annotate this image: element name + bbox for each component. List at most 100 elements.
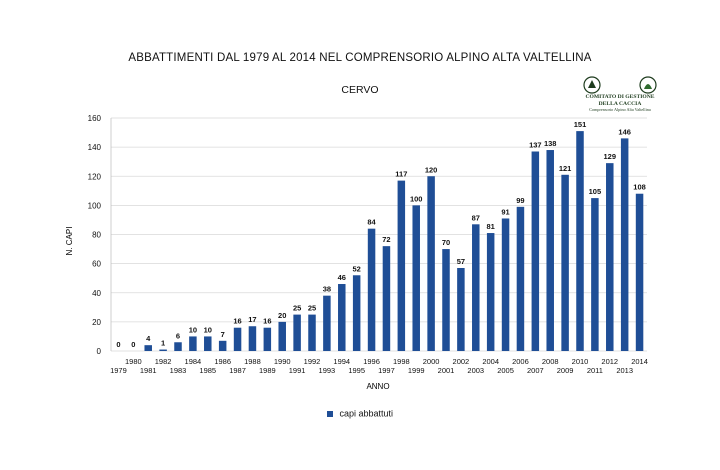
bar	[531, 151, 540, 351]
data-label: 151	[574, 120, 587, 129]
data-label: 121	[559, 164, 572, 173]
data-label: 129	[604, 152, 617, 161]
x-tick-label: 1996	[363, 357, 380, 366]
bar	[546, 150, 554, 351]
data-label: 117	[395, 170, 407, 179]
bar	[486, 233, 495, 351]
y-axis-label: N. CAPI	[65, 227, 74, 256]
bar	[427, 176, 435, 351]
bar	[472, 224, 480, 351]
data-label: 17	[248, 315, 256, 324]
data-label: 72	[382, 235, 390, 244]
y-tick-label: 20	[92, 318, 101, 327]
bar	[323, 295, 331, 351]
legend-swatch	[326, 410, 333, 417]
y-tick-label: 140	[88, 143, 102, 152]
legend-label: capi abbattuti	[339, 408, 394, 419]
x-tick-label: 2013	[616, 366, 633, 375]
x-tick-label: 2002	[453, 357, 470, 366]
data-label: 38	[323, 285, 331, 294]
x-tick-label: 2003	[467, 366, 484, 375]
x-tick-label: 2012	[601, 357, 618, 366]
data-label: 20	[278, 311, 286, 320]
bar	[367, 228, 376, 351]
x-tick-label: 1980	[125, 357, 142, 366]
data-label: 25	[308, 304, 316, 313]
x-tick-label: 2014	[631, 357, 648, 366]
bar	[382, 246, 391, 351]
x-tick-label: 2011	[587, 366, 603, 375]
x-tick-label: 2006	[512, 357, 529, 366]
logo-text-line2: DELLA CACCIA	[598, 100, 642, 107]
bar	[293, 314, 301, 351]
x-tick-label: 1997	[378, 366, 395, 375]
y-tick-label: 80	[92, 231, 101, 240]
bar	[189, 336, 197, 351]
bar	[620, 138, 629, 351]
bar	[352, 275, 361, 351]
bar	[442, 249, 450, 351]
data-label: 70	[442, 238, 450, 247]
bar	[174, 342, 182, 351]
data-label: 81	[486, 222, 494, 231]
logo-text-line1: COMITATO DI GESTIONE	[585, 94, 655, 100]
chart-legend: capi abbattuti	[0, 408, 720, 419]
bar	[308, 314, 316, 351]
x-tick-label: 1994	[333, 357, 350, 366]
data-label: 87	[472, 213, 480, 222]
x-tick-label: 1991	[289, 366, 306, 375]
logo-emblem-icon	[583, 76, 657, 94]
bar	[561, 174, 569, 351]
data-label: 1	[161, 339, 165, 348]
x-tick-label: 2009	[557, 366, 574, 375]
x-tick-label: 1979	[110, 366, 127, 375]
committee-logo: COMITATO DI GESTIONE DELLA CACCIA Compre…	[572, 76, 668, 116]
data-label: 25	[293, 304, 301, 313]
data-label: 0	[131, 340, 135, 349]
data-label: 120	[425, 165, 438, 174]
data-label: 52	[352, 264, 360, 273]
bar	[204, 336, 212, 351]
data-label: 10	[204, 325, 212, 334]
data-label: 100	[410, 194, 423, 203]
bar	[457, 267, 465, 351]
bar	[635, 193, 644, 351]
data-label: 99	[516, 196, 524, 205]
x-axis-label: ANNO	[366, 382, 389, 391]
bar	[501, 218, 510, 351]
data-label: 10	[189, 325, 197, 334]
x-tick-label: 2001	[438, 366, 455, 375]
logo-text-line3: Comprensorio Alpino Alta Valtellina	[589, 107, 651, 112]
data-label: 146	[618, 127, 631, 136]
data-label: 91	[501, 207, 509, 216]
bar	[412, 205, 420, 351]
chart-title: ABBATTIMENTI DAL 1979 AL 2014 NEL COMPRE…	[128, 52, 592, 64]
data-label: 105	[589, 187, 602, 196]
x-tick-label: 1998	[393, 357, 410, 366]
bar	[516, 206, 525, 351]
data-label: 16	[233, 317, 241, 326]
x-tick-label: 1989	[259, 366, 276, 375]
x-tick-label: 1993	[319, 366, 336, 375]
bar	[144, 345, 152, 351]
x-tick-label: 1986	[214, 357, 231, 366]
data-label: 137	[529, 140, 542, 149]
x-tick-label: 2008	[542, 357, 559, 366]
x-tick-label: 1983	[170, 366, 187, 375]
y-tick-label: 120	[88, 172, 102, 181]
x-tick-label: 2010	[572, 357, 589, 366]
x-tick-label: 1992	[304, 357, 321, 366]
x-tick-label: 1990	[274, 357, 291, 366]
bar	[233, 327, 242, 351]
bar	[397, 180, 406, 351]
x-tick-label: 1999	[408, 366, 425, 375]
data-label: 108	[633, 183, 646, 192]
bar	[591, 198, 599, 351]
x-tick-label: 1988	[244, 357, 261, 366]
data-label: 138	[544, 139, 557, 148]
bar	[576, 131, 584, 351]
bar	[218, 340, 227, 351]
chart-subtitle: CERVO	[341, 84, 379, 96]
x-tick-label: 1995	[348, 366, 365, 375]
